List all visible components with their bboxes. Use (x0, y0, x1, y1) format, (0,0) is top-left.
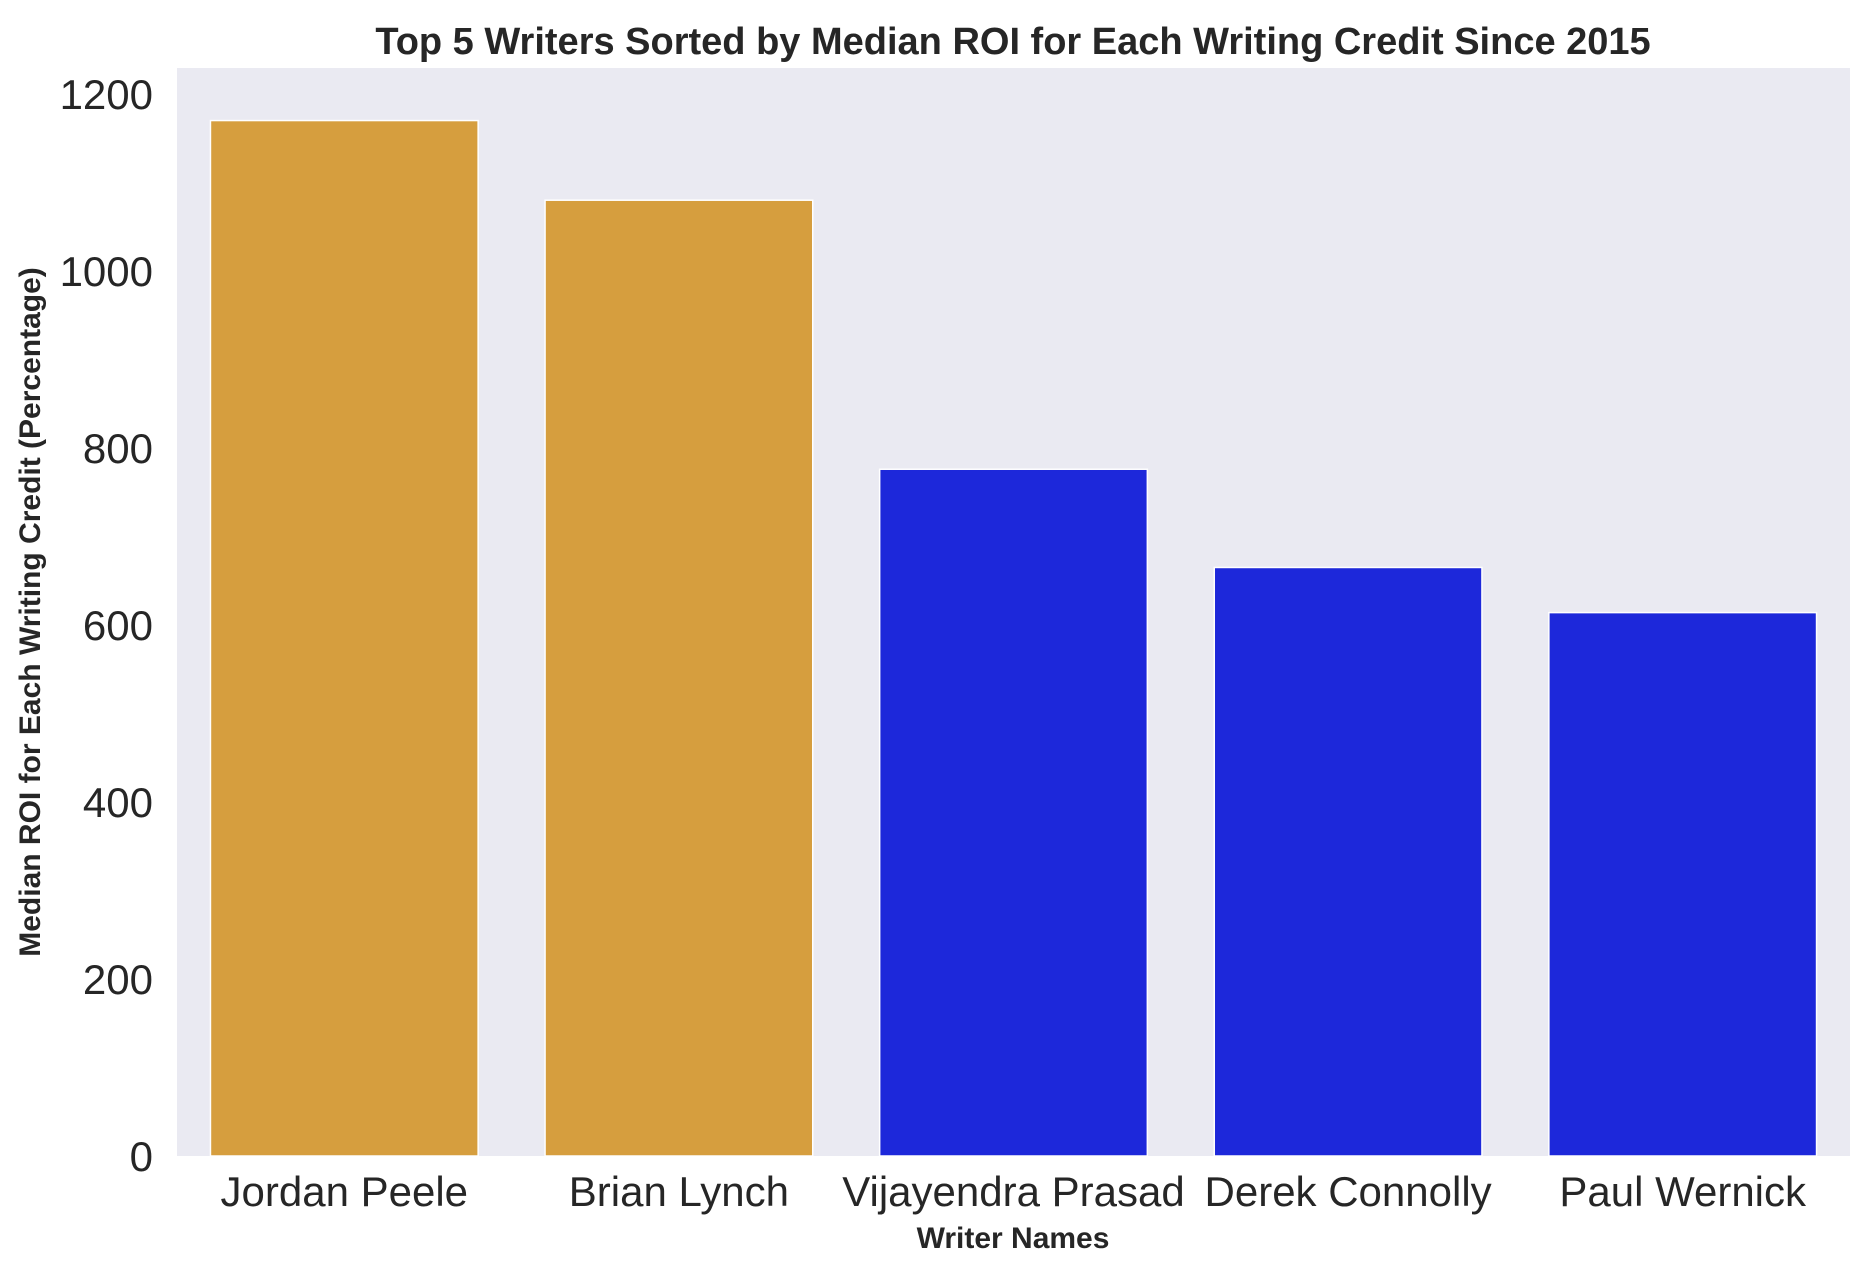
y-ticks-group: 0 200 400 600 800 1000 1200 (60, 71, 153, 1180)
y-axis-label: Median ROI for Each Writing Credit (Perc… (14, 267, 47, 957)
bar-jordan-peele (209, 119, 479, 1157)
x-tick-label: Brian Lynch (569, 1168, 789, 1215)
y-tick-label: 0 (130, 1133, 153, 1180)
x-tick-label: Jordan Peele (221, 1168, 469, 1215)
x-axis-label: Writer Names (917, 1222, 1110, 1255)
y-tick-label: 1200 (60, 71, 153, 118)
y-tick-label: 800 (83, 425, 153, 472)
bar-paul-wernick (1548, 611, 1818, 1157)
y-tick-label: 400 (83, 779, 153, 826)
y-tick-label: 1000 (60, 248, 153, 295)
y-tick-label: 200 (83, 956, 153, 1003)
y-tick-label: 600 (83, 602, 153, 649)
bar-vijayendra-prasad (878, 468, 1149, 1157)
bar-derek-connolly (1213, 566, 1483, 1157)
x-tick-label: Derek Connolly (1205, 1168, 1492, 1215)
bar-brian-lynch (544, 199, 814, 1157)
x-ticks-group: Jordan Peele Brian Lynch Vijayendra Prasad… (221, 1168, 1807, 1215)
bars-group (209, 119, 1818, 1157)
x-tick-label: Vijayendra Prasad (842, 1168, 1184, 1215)
chart-title: Top 5 Writers Sorted by Median ROI for E… (375, 21, 1650, 63)
x-tick-label: Paul Wernick (1559, 1168, 1807, 1215)
